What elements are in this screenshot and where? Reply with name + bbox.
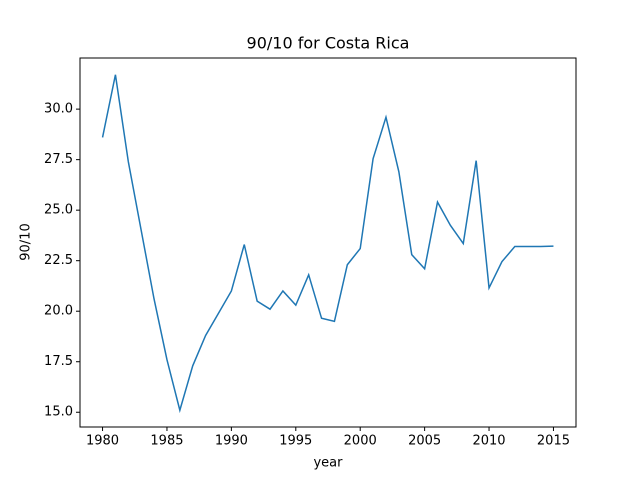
x-tick-label: 2000	[344, 434, 377, 449]
x-tick-label: 1995	[279, 434, 312, 449]
y-tick-label: 25.0	[44, 203, 73, 218]
x-axis-label: year	[313, 456, 343, 471]
y-tick-label: 17.5	[44, 354, 73, 369]
x-tick-label: 2010	[472, 434, 505, 449]
chart-title: 90/10 for Costa Rica	[247, 34, 410, 53]
x-tick-label: 1990	[215, 434, 248, 449]
data-line	[101, 74, 554, 414]
y-tick-label: 20.0	[44, 304, 73, 319]
y-tick-label: 27.5	[44, 152, 73, 167]
x-tick-label: 2005	[408, 434, 441, 449]
x-tick-label: 2015	[537, 434, 570, 449]
plot-frame	[79, 57, 577, 428]
y-tick-label: 30.0	[44, 102, 73, 117]
y-tick-label: 22.5	[44, 253, 73, 268]
x-tick-label: 1985	[150, 434, 183, 449]
x-tick-label: 1980	[86, 434, 119, 449]
y-tick-label: 15.0	[44, 405, 73, 420]
y-axis-label: 90/10	[19, 223, 34, 260]
